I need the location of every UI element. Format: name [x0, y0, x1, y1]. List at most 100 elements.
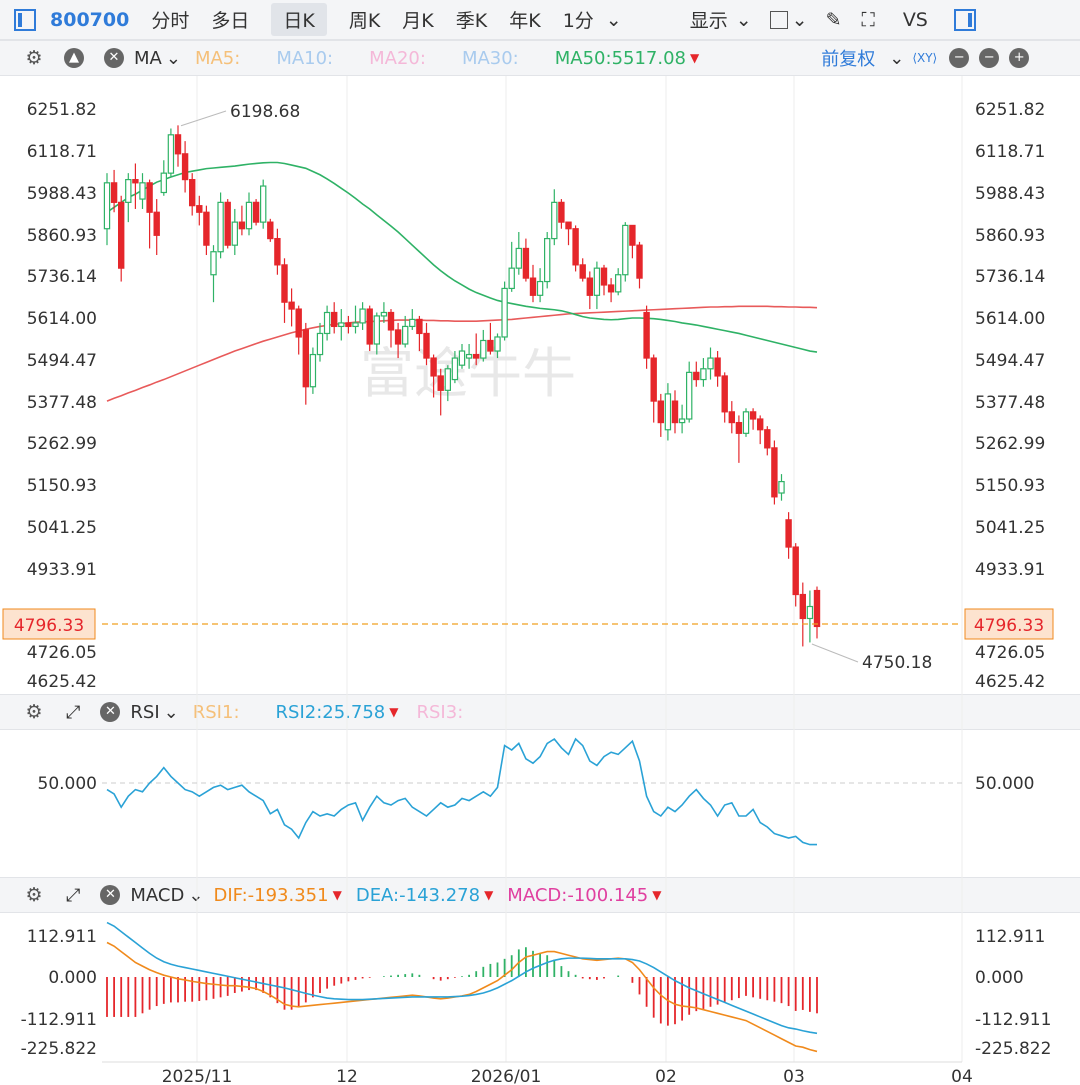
candle-body — [622, 224, 629, 276]
tab-daily-k[interactable]: 日K — [271, 3, 327, 36]
tab-yearly-k[interactable]: 年K — [509, 10, 541, 32]
sidebar-toggle-icon[interactable] — [14, 8, 36, 31]
chevron-down-icon[interactable]: ⌄ — [163, 701, 179, 723]
tab-multiday[interactable]: 多日 — [211, 10, 250, 32]
pen-icon[interactable]: ✎ — [825, 8, 842, 31]
dea-value: DEA:-143.278 — [355, 884, 481, 906]
ma50-value: MA50:5517.08 — [554, 47, 686, 69]
candle-body — [664, 393, 672, 431]
candle-body — [437, 375, 444, 391]
candle-body — [231, 221, 238, 246]
tab-weekly-k[interactable]: 周K — [348, 10, 381, 32]
chevron-down-icon[interactable]: ⌄ — [791, 8, 808, 31]
candle-body — [671, 400, 679, 424]
candle-body — [139, 182, 146, 200]
candle-body — [501, 287, 508, 338]
candle-body — [387, 311, 395, 331]
candle-body — [749, 411, 757, 420]
tab-1min[interactable]: 1分 — [562, 10, 594, 32]
candle-body — [174, 134, 182, 155]
adjust-select[interactable]: 前复权 — [821, 49, 876, 70]
dif-value: DIF:-193.351 — [213, 884, 329, 906]
rsi3-value: RSI3: — [416, 701, 464, 723]
close-icon[interactable]: ✕ — [100, 885, 121, 905]
date-axis-label: 04 — [951, 1067, 973, 1085]
price-tick-label-left: 5860.93 — [27, 226, 97, 246]
expand-icon[interactable]: ⤢ — [66, 701, 81, 723]
compare-button[interactable]: VS — [902, 8, 928, 31]
price-tick-label-left: 5736.14 — [27, 267, 97, 287]
candle-body — [785, 519, 792, 548]
candle-body — [423, 332, 430, 359]
candle-body — [494, 336, 501, 352]
date-axis-label: 12 — [336, 1067, 358, 1085]
fullscreen-icon[interactable]: ⛶ — [861, 8, 875, 31]
caret-down-icon[interactable]: ▼ — [484, 888, 494, 902]
price-tick-label-left: 4726.05 — [27, 643, 97, 663]
candle-body — [274, 237, 281, 266]
collapse-icon[interactable]: ▲ — [64, 48, 84, 68]
stock-code[interactable]: 800700 — [50, 8, 130, 31]
candle-body — [267, 221, 274, 240]
candle-body — [366, 308, 373, 345]
chevron-down-icon[interactable]: ⌄ — [188, 884, 204, 906]
chevron-down-icon[interactable]: ⌄ — [605, 8, 622, 31]
date-axis-label: 2025/11 — [162, 1067, 233, 1085]
top-toolbar: 800700 分时 多日 日K 周K 月K 季K 年K 1分 ⌄ 显示 ⌄ ⌄ … — [0, 0, 1080, 40]
candle-body — [771, 447, 778, 498]
current-price-label-right: 4796.33 — [974, 616, 1044, 636]
checkbox-icon[interactable] — [769, 10, 788, 29]
candle-body — [117, 201, 125, 269]
macd-indicator-bar: ⚙ ⤢ ✕ MACD ⌄ DIF:-193.351 ▼ DEA:-143.278… — [0, 877, 1080, 913]
candle-body — [416, 318, 423, 335]
candle-body — [380, 311, 388, 317]
gear-icon[interactable]: ⚙ — [25, 884, 43, 906]
candle-body — [125, 178, 132, 203]
candle-body — [607, 284, 615, 293]
close-icon[interactable]: ✕ — [100, 702, 121, 722]
candle-body — [465, 353, 473, 359]
candle-body — [643, 311, 650, 359]
candle-body — [409, 318, 416, 328]
candle-body — [302, 329, 310, 388]
candle-body — [742, 411, 750, 434]
macd-indicator-label[interactable]: MACD — [130, 884, 185, 906]
gear-icon[interactable]: ⚙ — [25, 701, 43, 723]
candle-body — [430, 357, 437, 377]
ma-red-line — [106, 305, 818, 402]
caret-down-icon[interactable]: ▼ — [332, 888, 342, 902]
chevron-down-icon[interactable]: ⌄ — [165, 47, 181, 69]
low-price-label: 4750.18 — [862, 653, 932, 673]
close-icon[interactable]: ✕ — [104, 48, 124, 68]
candle-body — [693, 371, 700, 381]
candle-body — [316, 332, 324, 356]
ma-indicator-label[interactable]: MA — [134, 47, 162, 69]
log-scale-icon[interactable]: ⟨XY⟩ — [912, 51, 938, 65]
caret-down-icon[interactable]: ▼ — [652, 888, 662, 902]
chevron-down-icon[interactable]: ⌄ — [889, 47, 905, 69]
candle-body — [487, 339, 494, 352]
caret-down-icon[interactable]: ▼ — [690, 51, 700, 65]
candle-body — [181, 153, 189, 181]
chevron-down-icon[interactable]: ⌄ — [735, 8, 752, 31]
price-tick-label-left: 5041.25 — [27, 518, 97, 538]
current-price-tag-right — [964, 608, 1054, 640]
caret-down-icon[interactable]: ▼ — [389, 705, 399, 719]
gear-icon[interactable]: ⚙ — [25, 47, 43, 69]
tab-timeshare[interactable]: 分时 — [151, 10, 190, 32]
tab-monthly-k[interactable]: 月K — [402, 10, 434, 32]
expand-icon[interactable]: ⤢ — [66, 884, 81, 906]
zoom-in-icon[interactable]: + — [1009, 48, 1030, 68]
ma-indicator-bar: ⚙ ▲ ✕ MA ⌄ MA5: MA10: MA20: MA30: MA50:5… — [0, 40, 1080, 76]
candle-body — [331, 311, 338, 328]
ma50-line — [106, 161, 818, 353]
zoom-out-icon[interactable]: − — [979, 48, 1000, 68]
panel-toggle-icon[interactable] — [953, 8, 976, 31]
price-tick-label-left: 6251.82 — [27, 100, 97, 120]
minus-circle-icon[interactable]: − — [949, 48, 970, 68]
rsi-indicator-label[interactable]: RSI — [130, 701, 160, 723]
tab-quarterly-k[interactable]: 季K — [455, 10, 488, 32]
candle-body — [373, 315, 381, 345]
display-menu[interactable]: 显示 — [689, 10, 728, 32]
